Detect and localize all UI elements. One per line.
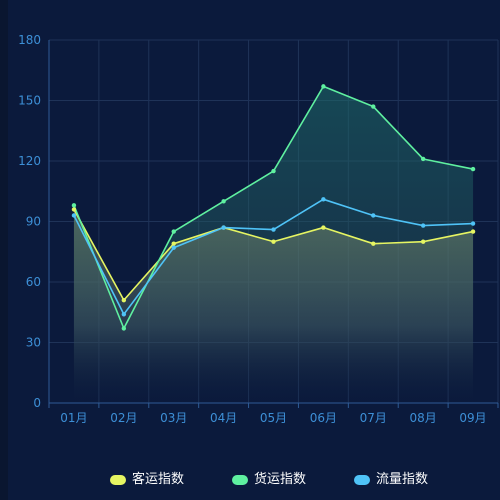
y-tick-label: 0 [33,396,41,410]
y-tick-label: 90 [26,215,41,229]
x-tick-label: 03月 [160,411,187,425]
y-tick-label: 30 [26,336,41,350]
data-point [221,225,226,230]
data-point [321,225,326,230]
x-tick-label: 07月 [360,411,387,425]
data-point [71,207,77,212]
legend-label: 客运指数 [132,472,185,487]
axis-layer: 0 30 60 90 120 150 180 01月 02月 03月 04月 05月 06月 07月 08月… [18,33,499,425]
data-point [171,229,176,234]
legend-swatch [354,475,370,485]
data-point [271,168,276,174]
x-tick-label: 05月 [260,411,287,425]
x-tick-label: 06月 [310,411,337,425]
data-point [121,312,127,317]
x-tick-label: 04月 [210,411,237,425]
x-tick-label: 01月 [60,411,87,425]
data-point [71,203,77,208]
data-point [171,241,176,246]
legend-label: 货运指数 [254,472,307,487]
y-tick-label: 150 [18,94,41,108]
chart-legend: 客运指数 货运指数 流量指数 [0,468,500,492]
series-area [73,209,474,403]
data-point [371,213,376,218]
data-point [371,104,376,109]
point-layer [71,84,476,331]
y-tick-label: 60 [26,275,41,289]
data-point [221,199,226,204]
left-edge-strip [0,0,8,500]
x-tick-label: 08月 [410,411,437,425]
data-point [371,241,376,246]
legend-item[interactable]: 客运指数 [110,468,184,492]
data-point [321,197,326,202]
legend-swatch [232,475,248,485]
data-point [420,239,426,244]
y-tick-label: 120 [18,154,41,168]
data-point [470,229,476,234]
area-layer [73,86,474,403]
x-tick-label: 02月 [110,411,137,425]
data-point [71,213,77,218]
legend-swatch [110,475,126,485]
data-point [271,227,276,232]
y-tick-label: 180 [18,33,41,47]
x-tick-label: 09月 [459,411,486,425]
data-point [121,326,127,331]
legend-label: 流量指数 [376,472,429,487]
legend-item[interactable]: 货运指数 [232,468,306,492]
data-point [470,221,476,226]
data-point [171,245,176,250]
data-point [470,166,476,172]
data-point [271,239,276,244]
legend-item[interactable]: 流量指数 [354,468,428,492]
data-point [321,84,326,89]
data-point [121,297,127,303]
data-point [420,223,426,228]
data-point [420,156,426,162]
